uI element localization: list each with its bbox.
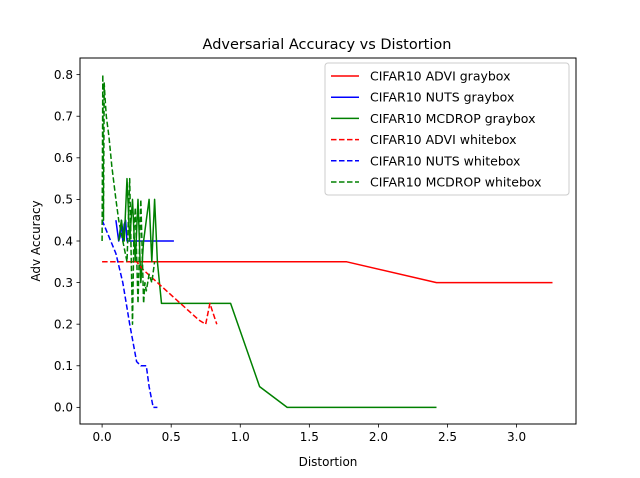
x-tick-label: 2.0 bbox=[369, 430, 388, 444]
series-line-cifar10-mcdrop-graybox bbox=[117, 177, 437, 409]
y-axis: 0.0 0.1 0.2 0.3 0.4 0.5 0.6 0.7 0.8 bbox=[54, 68, 80, 415]
y-tick-label: 0.1 bbox=[54, 359, 73, 373]
y-tick-label: 0.6 bbox=[54, 151, 73, 165]
legend-frame bbox=[324, 62, 570, 196]
series-line-cifar10-advi-graybox bbox=[127, 261, 553, 284]
x-axis-label: Distortion bbox=[299, 455, 358, 469]
x-tick-label: 1.0 bbox=[231, 430, 250, 444]
legend-label-cifar10-advi-whitebox: CIFAR10 ADVI whitebox bbox=[370, 132, 517, 147]
y-tick-label: 0.3 bbox=[54, 276, 73, 290]
legend: CIFAR10 ADVI graybox CIFAR10 NUTS graybox… bbox=[324, 62, 570, 196]
x-tick-label: 3.0 bbox=[507, 430, 526, 444]
legend-label-cifar10-mcdrop-graybox: CIFAR10 MCDROP graybox bbox=[370, 111, 535, 126]
y-tick-label: 0.8 bbox=[54, 68, 73, 82]
x-tick-label: 1.5 bbox=[300, 430, 319, 444]
y-tick-label: 0.4 bbox=[54, 234, 73, 248]
y-tick-label: 0.0 bbox=[54, 401, 73, 415]
y-axis-label: Adv Accuracy bbox=[29, 200, 43, 281]
series-line-cifar10-mcdrop-whitebox bbox=[101, 73, 156, 325]
x-tick-label: 0.0 bbox=[93, 430, 112, 444]
legend-label-cifar10-mcdrop-whitebox: CIFAR10 MCDROP whitebox bbox=[370, 175, 542, 190]
x-tick-label: 0.5 bbox=[162, 430, 181, 444]
y-tick-label: 0.2 bbox=[54, 317, 73, 331]
series-line-cifar10-nuts-whitebox bbox=[101, 219, 158, 409]
y-tick-label: 0.7 bbox=[54, 110, 73, 124]
y-tick-label: 0.5 bbox=[54, 193, 73, 207]
x-axis: 0.0 0.5 1.0 1.5 2.0 2.5 3.0 bbox=[93, 424, 526, 444]
chart-title: Adversarial Accuracy vs Distortion bbox=[203, 37, 452, 53]
x-tick-label: 2.5 bbox=[438, 430, 457, 444]
legend-label-cifar10-nuts-whitebox: CIFAR10 NUTS whitebox bbox=[370, 153, 520, 168]
plot-lines bbox=[101, 73, 553, 409]
legend-label-cifar10-nuts-graybox: CIFAR10 NUTS graybox bbox=[370, 90, 514, 105]
legend-label-cifar10-advi-graybox: CIFAR10 ADVI graybox bbox=[370, 69, 510, 84]
